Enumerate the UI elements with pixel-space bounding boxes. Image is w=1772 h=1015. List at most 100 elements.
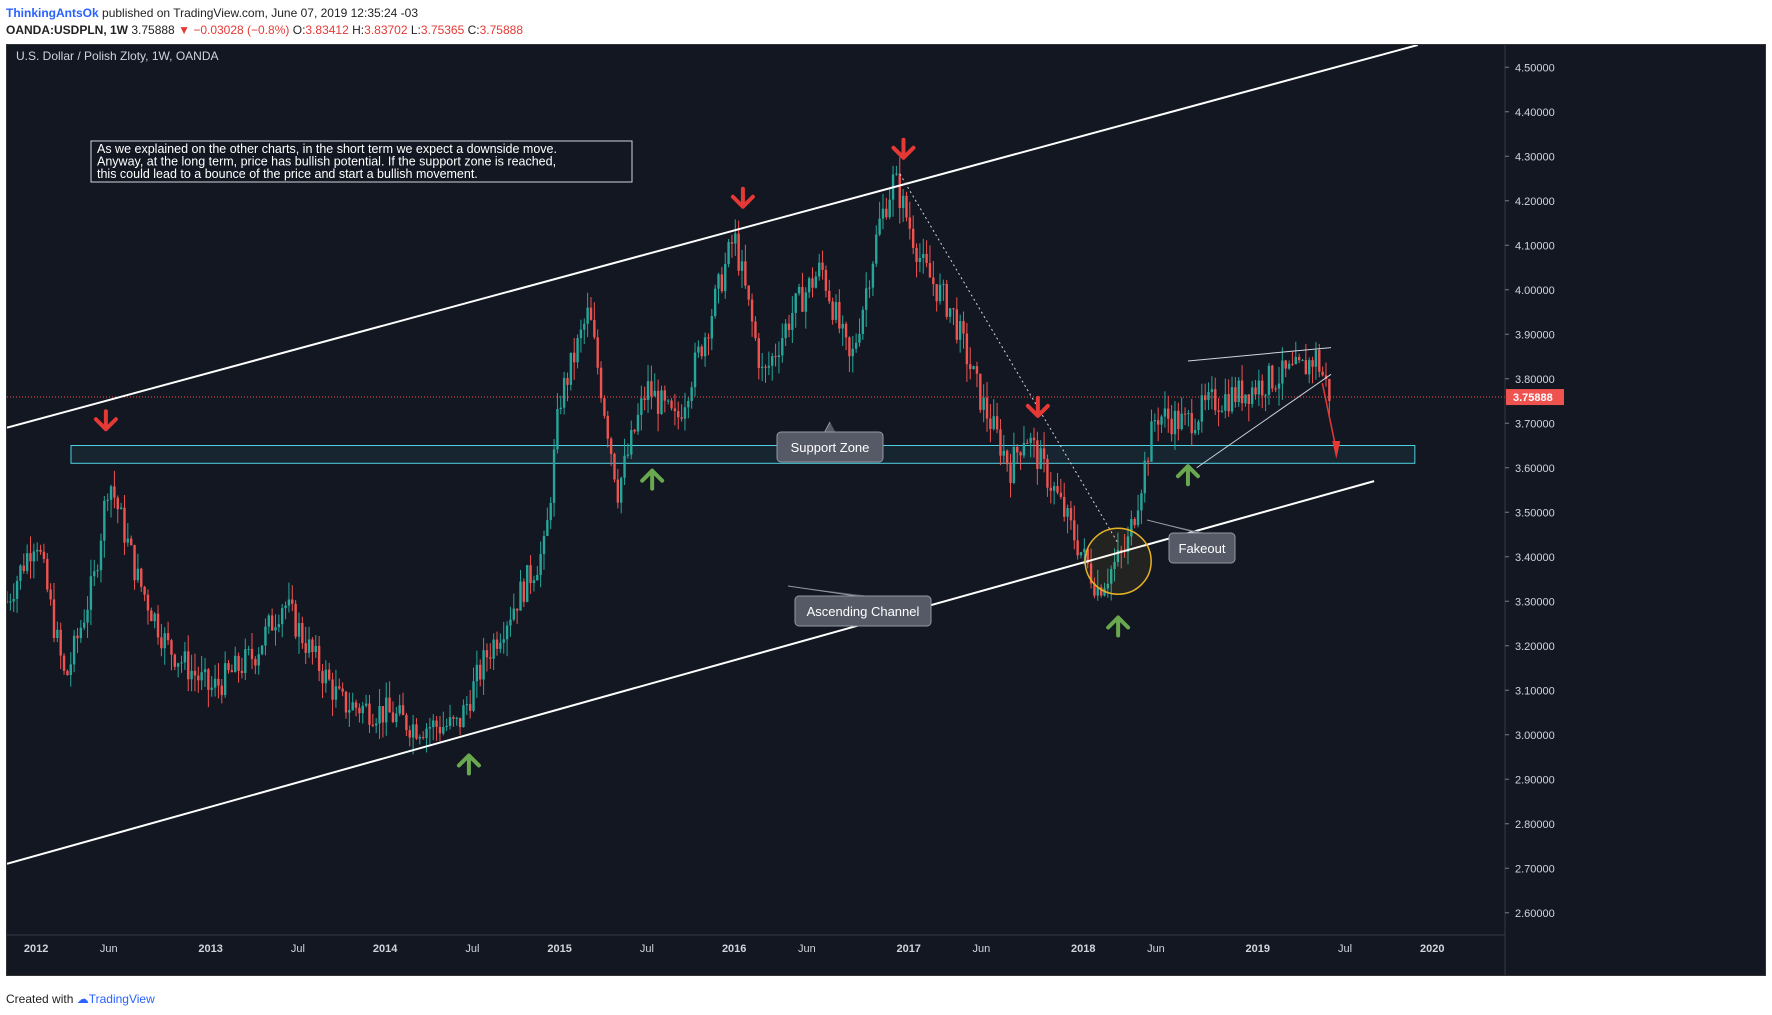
candle-body bbox=[1210, 389, 1214, 393]
candle-body bbox=[311, 639, 314, 652]
candle-body bbox=[1106, 583, 1110, 589]
candle-body bbox=[1197, 421, 1200, 430]
arrow-down-icon bbox=[1025, 395, 1050, 418]
candle-body bbox=[344, 691, 348, 713]
x-tick-label: 2019 bbox=[1246, 943, 1270, 955]
candle-body bbox=[1304, 360, 1308, 375]
tradingview-logo-icon: ☁ bbox=[76, 992, 89, 1006]
candle-body bbox=[804, 292, 807, 312]
author-link[interactable]: ThinkingAntsOk bbox=[6, 6, 99, 20]
y-tick-label: 4.10000 bbox=[1515, 240, 1555, 252]
candle-body bbox=[801, 286, 804, 312]
candle-body bbox=[576, 338, 579, 363]
candle-body bbox=[713, 288, 717, 317]
candle-body bbox=[1160, 416, 1163, 425]
candle-body bbox=[428, 727, 432, 729]
channel-callout-box bbox=[794, 595, 932, 627]
candle-body bbox=[19, 565, 22, 581]
chart-svg[interactable]: 4.50000 4.40000 4.30000 4.20000 4.10000 4.000… bbox=[7, 45, 1765, 975]
candle-body bbox=[838, 302, 841, 329]
candle-body bbox=[734, 233, 737, 244]
candle-body bbox=[247, 648, 250, 650]
candle-body bbox=[116, 497, 119, 510]
candle-body bbox=[1220, 410, 1224, 412]
candle-body bbox=[1032, 437, 1036, 441]
candle-body bbox=[724, 264, 727, 292]
candle-body bbox=[683, 407, 687, 419]
candle-body bbox=[150, 610, 153, 622]
candle-body bbox=[1234, 387, 1237, 402]
candle-body bbox=[1083, 548, 1086, 553]
candle-body bbox=[1244, 394, 1247, 404]
candle-body bbox=[700, 346, 703, 357]
candle-body bbox=[754, 321, 757, 339]
candle-body bbox=[526, 565, 529, 602]
candle-body bbox=[502, 639, 505, 643]
candle-body bbox=[324, 669, 328, 684]
channel-callout-label: Ascending Channel bbox=[807, 604, 920, 619]
candle-body bbox=[52, 599, 56, 638]
note-text-line: As we explained on the other charts, in … bbox=[97, 142, 557, 156]
candle-body bbox=[405, 715, 408, 731]
candle-body bbox=[1005, 450, 1009, 465]
candle-body bbox=[656, 390, 660, 414]
candle-body bbox=[579, 329, 583, 339]
candle-body bbox=[442, 727, 445, 734]
candle-body bbox=[542, 535, 546, 555]
candle-body bbox=[190, 670, 193, 680]
candle-body bbox=[485, 650, 489, 658]
candle-body bbox=[1187, 413, 1190, 415]
candle-body bbox=[1177, 410, 1180, 430]
x-tick-label: 2014 bbox=[373, 943, 398, 955]
drawings bbox=[7, 45, 1505, 865]
candle-body bbox=[1281, 360, 1284, 384]
candle-body bbox=[774, 356, 777, 358]
candle-body bbox=[153, 613, 156, 622]
candle-body bbox=[1311, 360, 1314, 367]
candle-body bbox=[254, 659, 257, 666]
x-tick-label: Jun bbox=[100, 943, 118, 955]
candle-body bbox=[1180, 413, 1183, 430]
candle-body bbox=[942, 283, 945, 285]
candle-body bbox=[1314, 350, 1318, 367]
candle-body bbox=[811, 278, 814, 288]
candle-body bbox=[220, 685, 223, 696]
candle-body bbox=[267, 615, 270, 627]
candle-body bbox=[640, 398, 643, 415]
candle-body bbox=[338, 686, 341, 689]
candle-body bbox=[1170, 418, 1173, 435]
candle-body bbox=[378, 706, 381, 724]
candle-body bbox=[975, 366, 979, 374]
candle-body bbox=[932, 277, 935, 285]
candle-body bbox=[1019, 452, 1022, 456]
candle-body bbox=[841, 323, 844, 329]
candle-body bbox=[737, 233, 740, 271]
candle-body bbox=[1096, 587, 1099, 596]
candle-body bbox=[435, 720, 438, 727]
tradingview-link[interactable]: TradingView bbox=[88, 992, 155, 1006]
candle-body bbox=[1257, 380, 1261, 395]
chart-area[interactable]: 4.50000 4.40000 4.30000 4.20000 4.10000 4.000… bbox=[6, 44, 1766, 976]
candle-body bbox=[327, 669, 331, 680]
candle-body bbox=[12, 598, 15, 602]
close-value: 3.75888 bbox=[479, 23, 524, 37]
candle-body bbox=[274, 627, 277, 631]
candle-body bbox=[908, 217, 912, 229]
candle-body bbox=[1126, 536, 1130, 552]
candle-body bbox=[911, 228, 915, 248]
candle-body bbox=[666, 400, 670, 402]
arrow-down-icon bbox=[730, 186, 755, 209]
candle-body bbox=[630, 429, 633, 455]
wedge-upper-line bbox=[1187, 347, 1332, 362]
candle-body bbox=[797, 286, 801, 294]
candle-body bbox=[878, 218, 881, 235]
candle-body bbox=[505, 625, 509, 640]
candle-body bbox=[418, 736, 422, 739]
chart-header: ThinkingAntsOk published on TradingView.… bbox=[6, 2, 1766, 38]
dotted-trendline bbox=[899, 173, 1119, 544]
candle-body bbox=[223, 663, 227, 696]
candle-body bbox=[301, 623, 304, 644]
y-tick-label: 2.90000 bbox=[1515, 774, 1555, 786]
note-box bbox=[90, 140, 633, 183]
x-tick-label: 2017 bbox=[896, 943, 920, 955]
